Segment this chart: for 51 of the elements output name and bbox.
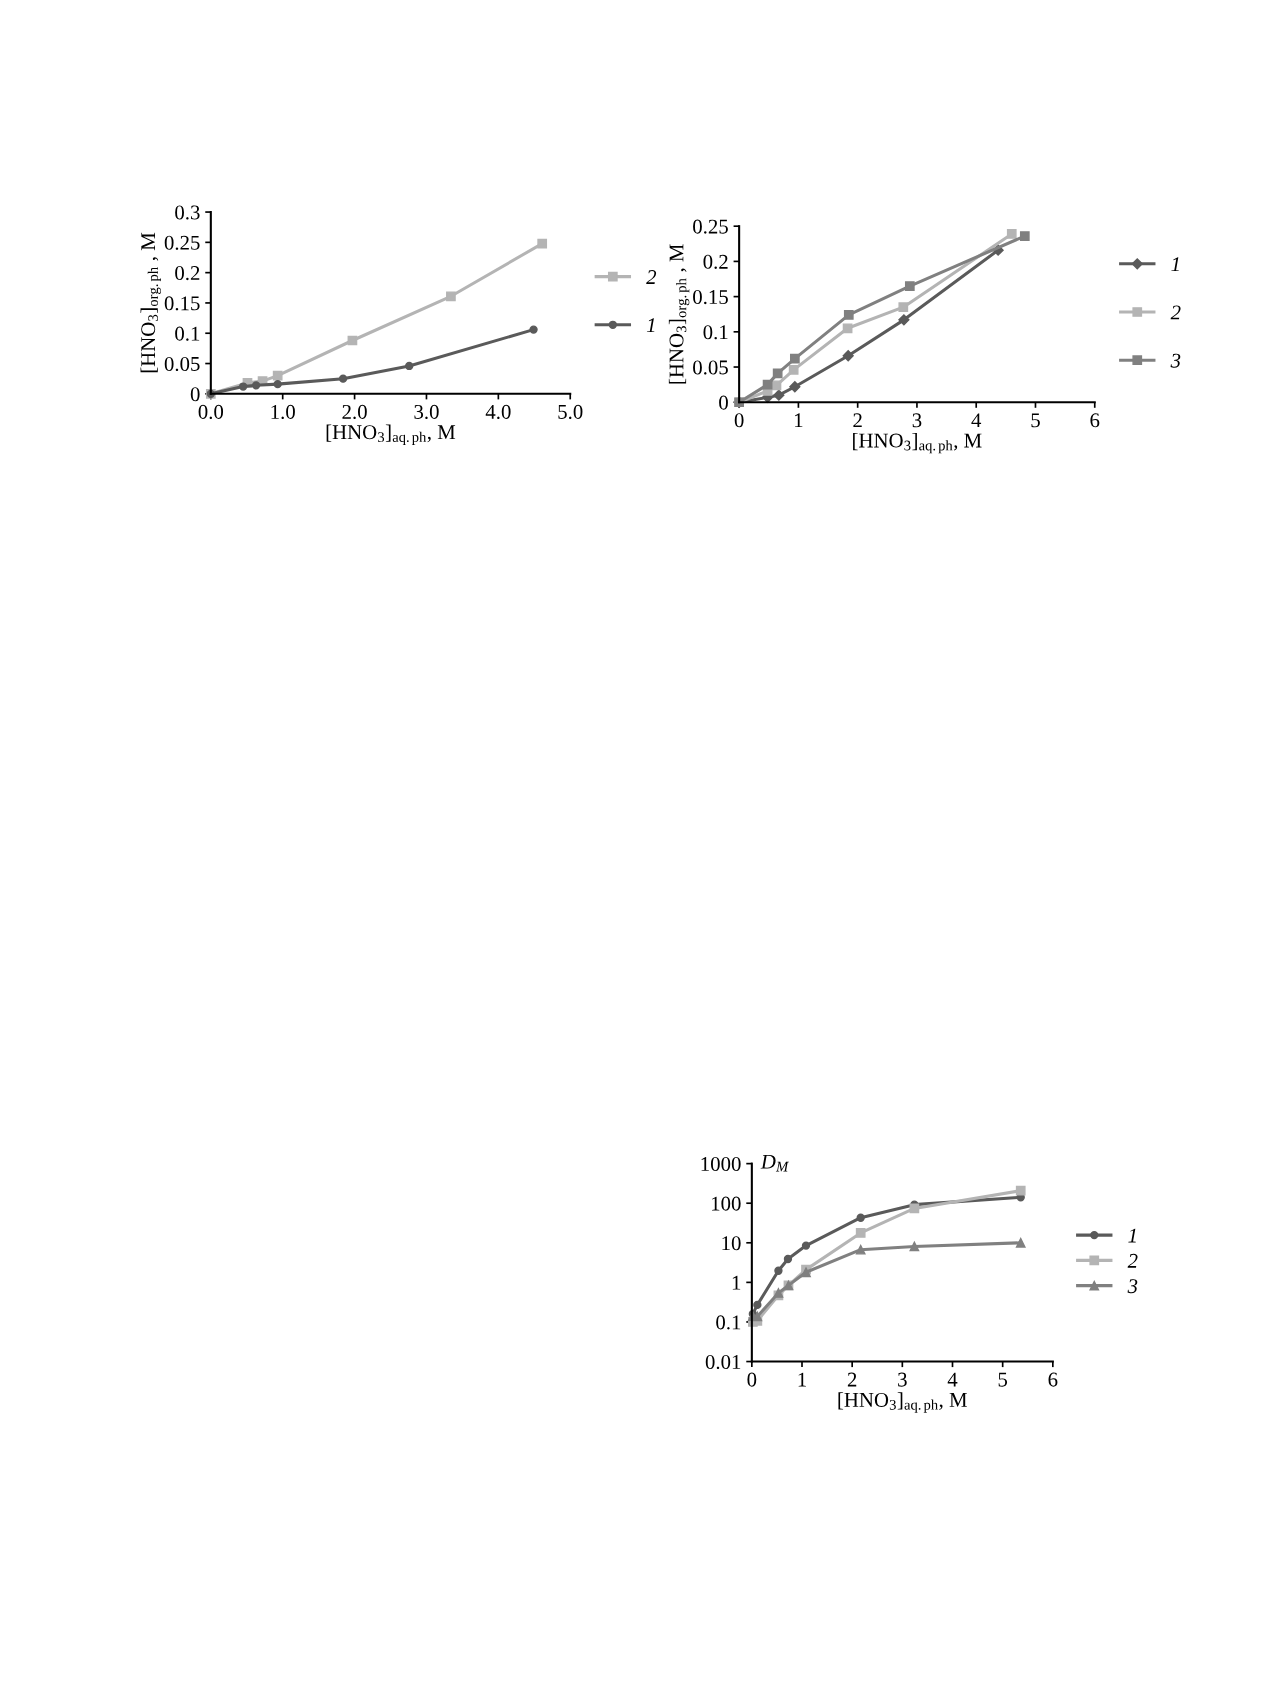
legend-label: 2 [1127, 1253, 1138, 1268]
x-tick-label: 2 [847, 1372, 857, 1387]
legend-label: 2 [1170, 305, 1181, 320]
x-tick-label: 6 [1090, 413, 1100, 428]
x-axis-title: [HNO$_{3}$]$_{aq.ph}$, M [853, 432, 982, 454]
y-tick-label: 10 [722, 1236, 741, 1251]
y-tick-label: 0.01 [705, 1354, 741, 1370]
x-tick-label: 4 [971, 413, 982, 428]
y-axis-title: D$_{M}$ [760, 1154, 789, 1172]
x-axis-title: [HNO$_{3}$]$_{aq.ph}$, M [838, 1392, 967, 1413]
x-tick-label: 1 [795, 413, 803, 428]
y-tick-label: 0 [190, 387, 200, 402]
x-tick-label: 1.0 [271, 404, 295, 419]
y-axis-title: [HNO$_{3}$]$_{org.ph}$ , M [140, 232, 162, 373]
y-axis-title: [HNO$_{3}$]$_{org.ph}$ , M [668, 244, 690, 384]
x-tick-label: 5 [1031, 413, 1040, 428]
y-tick-label: 0.25 [164, 235, 200, 250]
y-tick-label: 0.3 [175, 205, 200, 220]
x-tick-label: 6 [1048, 1372, 1058, 1387]
x-tick-label: 2 [853, 413, 862, 428]
y-tick-label: 0.05 [164, 356, 200, 372]
y-tick-label: 0.25 [693, 219, 728, 234]
legend-label: 3 [1127, 1279, 1138, 1294]
x-tick-label: 2.0 [342, 404, 367, 419]
y-tick-label: 0.2 [175, 266, 200, 281]
y-tick-label: 0.2 [703, 254, 728, 269]
y-tick-label: 1 [732, 1275, 741, 1290]
y-tick-label: 0.1 [716, 1315, 741, 1330]
legend-label: 1 [1128, 1228, 1136, 1243]
y-tick-label: 0.15 [164, 296, 200, 311]
legend-label: 3 [1170, 353, 1181, 368]
y-tick-label: 0.1 [175, 326, 200, 341]
x-tick-label: 0.0 [198, 404, 224, 419]
y-tick-label: 0.15 [693, 289, 728, 305]
y-tick-label: 0.05 [693, 360, 728, 375]
legend-label: 1 [646, 318, 655, 333]
x-tick-label: 5 [998, 1372, 1008, 1387]
y-tick-label: 1000 [701, 1157, 741, 1172]
legend-label: 2 [646, 270, 657, 284]
x-tick-label: 0 [747, 1372, 757, 1387]
x-tick-label: 4 [947, 1372, 958, 1387]
x-tick-label: 3.0 [414, 404, 439, 419]
x-tick-label: 3 [898, 1372, 907, 1387]
y-tick-label: 0.1 [703, 325, 728, 340]
x-axis-title: [HNO$_{3}$]$_{aq.ph}$, M [326, 424, 456, 445]
x-tick-label: 5.0 [558, 404, 583, 419]
x-tick-label: 3 [912, 413, 922, 428]
y-tick-label: 100 [712, 1196, 741, 1211]
x-tick-label: 1 [798, 1372, 806, 1387]
legend-label: 1 [1171, 257, 1179, 272]
x-tick-label: 4.0 [485, 404, 511, 419]
